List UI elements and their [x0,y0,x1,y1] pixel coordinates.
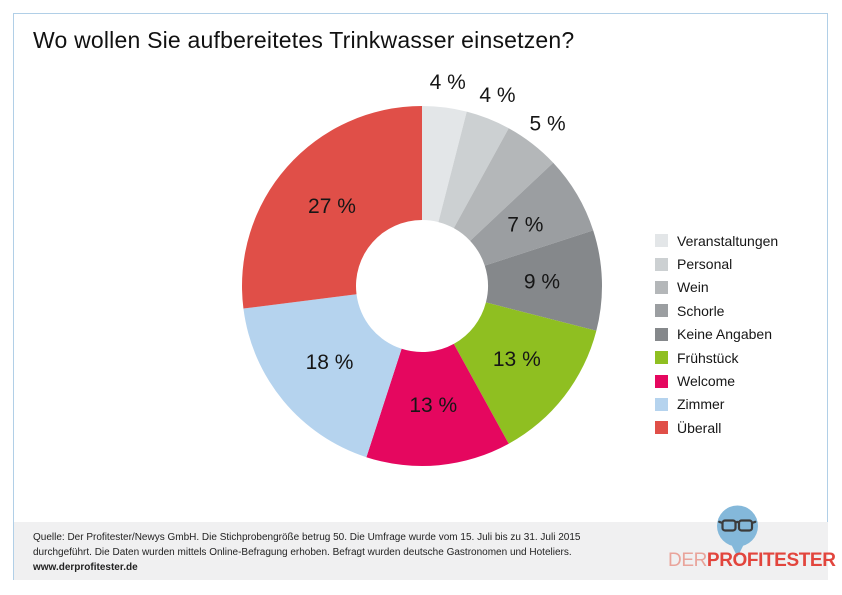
legend-swatch [655,397,668,411]
source-line-1: Quelle: Der Profitester/Newys GmbH. Die … [33,532,581,543]
slice-value-label: 4 % [430,71,466,94]
slice-value-label: 7 % [507,213,543,236]
legend-item-personal: Personal [655,252,778,275]
legend-label: Veranstaltungen [677,232,779,249]
legend-label: Keine Angaben [677,326,772,343]
legend-label: Zimmer [677,396,725,413]
source-line-2: durchgeführt. Die Daten wurden mittels O… [33,547,572,558]
legend-swatch [655,304,668,318]
slice-wein [453,128,554,241]
legend-swatch [655,280,668,294]
slice-keine-angaben [484,230,602,331]
chart-title: Wo wollen Sie aufbereitetes Trinkwasser … [33,27,575,53]
legend-swatch [655,374,668,388]
legend-label: Welcome [677,373,736,390]
legend-item-zimmer: Zimmer [655,393,778,416]
glasses-icon [718,519,757,532]
slice-value-label: 4 % [479,84,515,107]
slice-value-label: 27 % [308,195,356,218]
legend-label: Schorle [677,302,725,319]
slice-value-label: 13 % [409,394,457,417]
brand-logo-profitester: PROFITESTER [706,550,836,571]
legend-label: Personal [677,256,733,273]
legend-item-welcome: Welcome [655,369,778,392]
slice-value-label: 18 % [306,351,354,374]
legend-swatch [655,234,668,248]
slice-personal [438,111,509,229]
legend-item-überall: Überall [655,416,778,439]
legend-item-keine-angaben: Keine Angaben [655,323,778,346]
slice-value-label: 5 % [530,113,566,136]
slice-value-label: 9 % [524,271,560,294]
legend-swatch [655,351,668,365]
footer-band [14,522,828,580]
slice-schorle [470,162,594,266]
legend-swatch [655,257,668,271]
legend-label: Überall [677,419,722,436]
slice-zimmer [243,294,402,458]
slice-veranstaltungen [422,106,467,223]
source-website: www.derprofitester.de [33,562,138,573]
slice-überall [242,106,422,309]
legend-item-wein: Wein [655,276,778,299]
source-note: Quelle: Der Profitester/Newys GmbH. Die … [33,530,673,575]
slice-frühstück [453,302,597,444]
legend-label: Frühstück [677,349,739,366]
slice-welcome [366,343,509,467]
chart-legend: Veranstaltungen Personal Wein Schorle Keine … [655,229,778,440]
legend-swatch [655,327,668,341]
brand-logo: DERPROFITESTER [668,550,836,572]
slice-value-label: 13 % [493,348,541,371]
legend-item-frühstück: Frühstück [655,346,778,369]
legend-label: Wein [677,279,709,296]
legend-item-veranstaltungen: Veranstaltungen [655,229,778,252]
legend-swatch [655,421,668,435]
speech-bubble-glasses-icon [717,505,758,557]
brand-logo-der: DER [668,550,707,571]
legend-item-schorle: Schorle [655,299,778,322]
